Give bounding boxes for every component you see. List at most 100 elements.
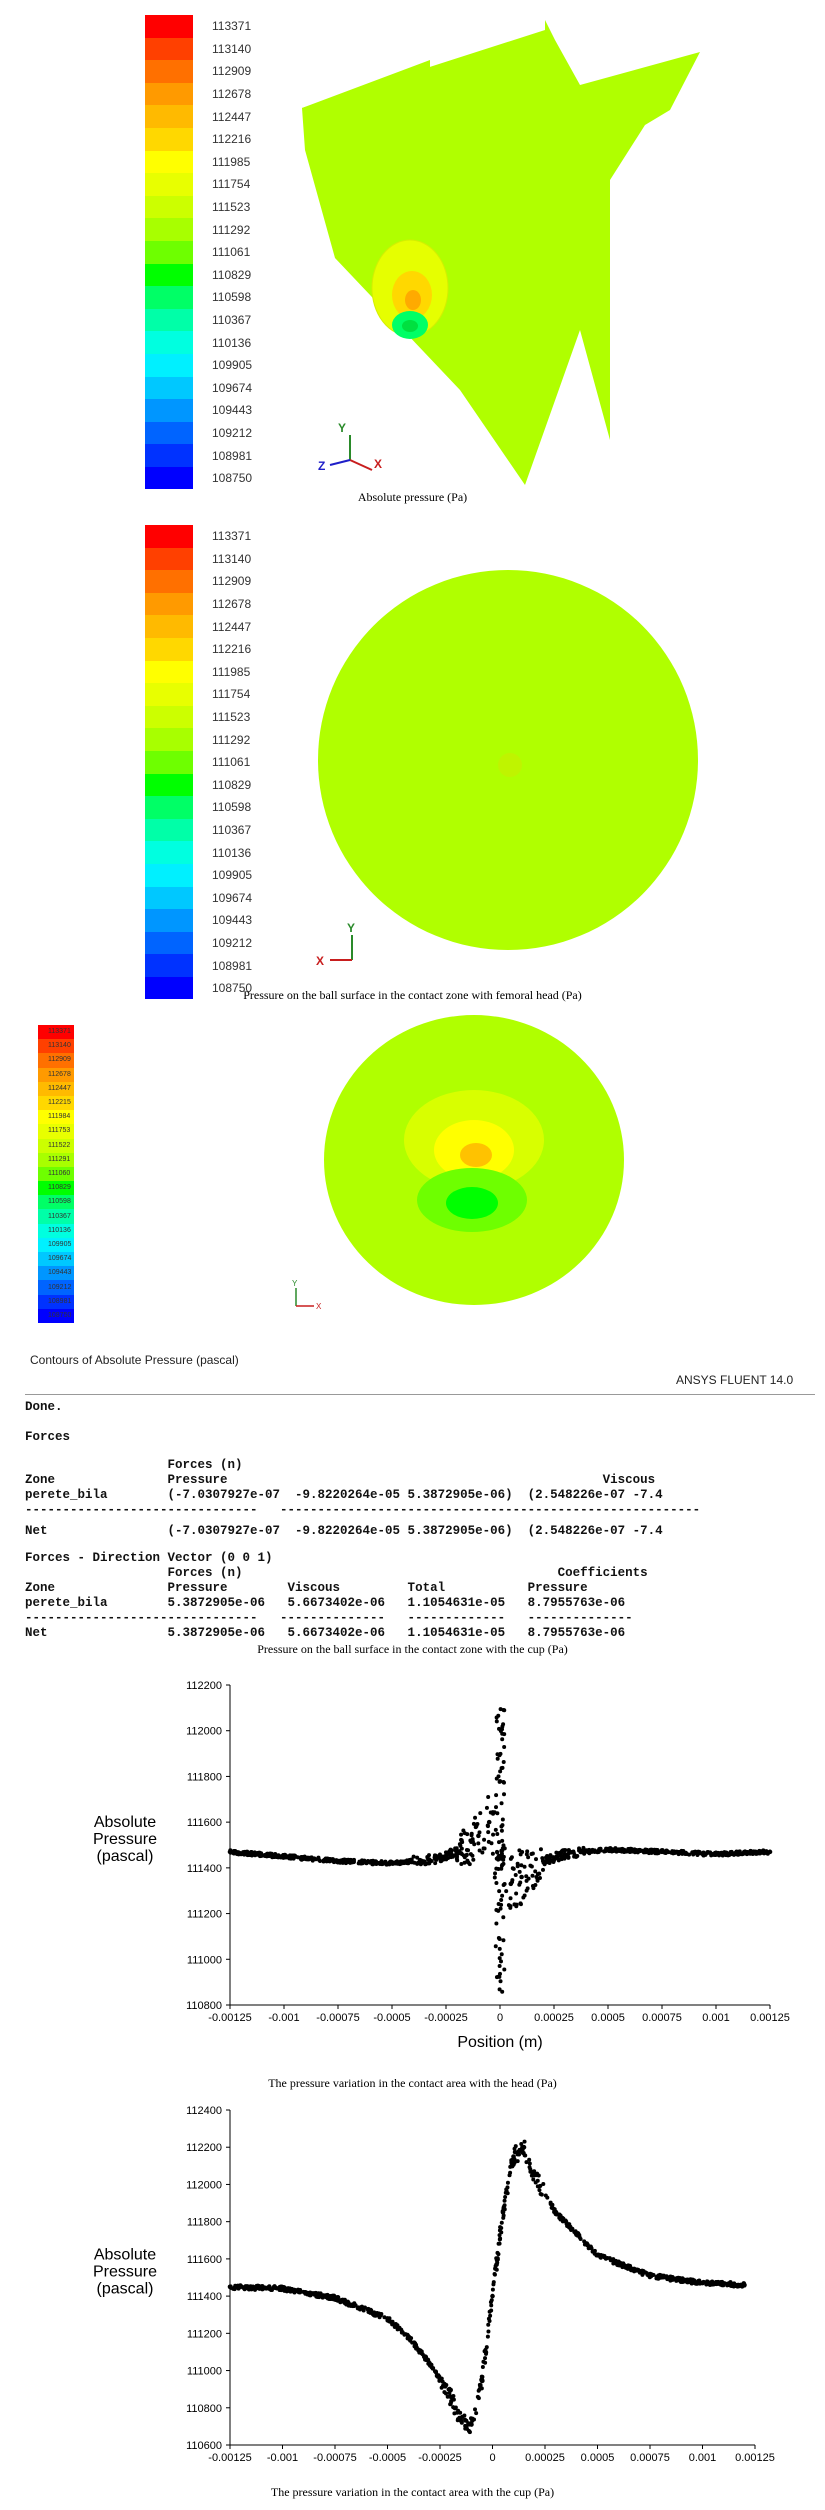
- data-point: [578, 2236, 583, 2241]
- data-point: [455, 1851, 460, 1856]
- data-point: [556, 1851, 561, 1856]
- data-point: [335, 2298, 340, 2303]
- data-point: [502, 2198, 507, 2203]
- data-point: [483, 2360, 488, 2365]
- x-tick-label: -0.00075: [313, 2452, 356, 2464]
- colorbar-swatch: [145, 127, 193, 151]
- data-point: [577, 2233, 582, 2238]
- data-point: [490, 2293, 495, 2299]
- table2-header2: Zone Pressure Viscous Total Pressure: [25, 1581, 588, 1595]
- data-point: [530, 1873, 535, 1878]
- data-point: [331, 2296, 336, 2301]
- table2-header1: Forces (n) Coefficients: [25, 1566, 648, 1580]
- colorbar-label: 112216: [212, 132, 252, 147]
- x-tick-label: -0.00025: [424, 2012, 467, 2024]
- data-point: [281, 1853, 286, 1858]
- chart-cup-pressure: 110600 110800 111000 111200 111400 111600 1118…: [0, 2100, 825, 2505]
- colorbar-label: 111061: [212, 755, 251, 770]
- colorbar-swatch: [145, 466, 193, 490]
- y-tick-label: 111400: [187, 2291, 222, 2303]
- data-point: [246, 1852, 250, 1857]
- data-point: [417, 1857, 422, 1862]
- data-point: [676, 2276, 681, 2281]
- panel-contact-cup: 113371 113140 112909 112678 112447 112215 1119…: [0, 1010, 825, 1660]
- colorbar-label: 112909: [212, 64, 252, 79]
- data-point: [382, 2315, 387, 2320]
- data-point: [446, 1855, 451, 1860]
- data-point: [495, 1850, 500, 1855]
- data-point: [442, 2381, 447, 2386]
- colorbar-swatch: [145, 308, 193, 332]
- data-point: [527, 2161, 532, 2166]
- colorbar-swatch: [145, 592, 193, 616]
- data-point: [499, 1824, 504, 1829]
- table2-title: Forces - Direction Vector (0 0 1): [25, 1551, 273, 1565]
- colorbar-swatch: [145, 105, 193, 128]
- data-point: [453, 1848, 458, 1853]
- colorbar-swatch: [145, 773, 193, 797]
- data-point: [305, 2290, 310, 2295]
- data-point: [499, 1801, 504, 1806]
- data-point: [561, 1848, 566, 1853]
- colorbar-label: 111753: [48, 1127, 71, 1135]
- colorbar-label: 111523: [212, 199, 251, 214]
- console-divider: [25, 1394, 815, 1395]
- data-point: [234, 1852, 239, 1857]
- data-point: [539, 2192, 544, 2197]
- data-point: [447, 2386, 452, 2391]
- data-point: [313, 1857, 318, 1862]
- colorbar-label: 110136: [48, 1226, 71, 1234]
- data-point: [351, 1860, 356, 1865]
- data-point: [529, 2173, 534, 2178]
- data-point: [696, 2279, 701, 2284]
- table2-net: Net 5.3872905e-06 5.6673402e-06 1.105463…: [25, 1626, 626, 1640]
- data-point: [497, 2228, 502, 2233]
- data-point: [696, 1849, 701, 1854]
- data-point: [728, 2280, 733, 2285]
- data-point: [711, 1852, 716, 1857]
- data-point: [492, 1875, 497, 1880]
- data-point: [498, 1751, 503, 1756]
- data-point: [241, 1850, 246, 1855]
- data-point: [551, 1859, 556, 1864]
- colorbar-label: 111523: [212, 709, 251, 724]
- data-point: [486, 1795, 491, 1800]
- y-tick-label: 111200: [187, 2328, 222, 2340]
- data-point: [350, 2304, 355, 2309]
- y-tick-label: 111000: [187, 2366, 222, 2378]
- data-point: [498, 1769, 503, 1774]
- data-point: [482, 1837, 487, 1842]
- data-point: [640, 2272, 645, 2277]
- colorbar-label: 113140: [212, 551, 252, 566]
- data-point: [734, 1850, 739, 1855]
- data-point: [267, 2285, 272, 2290]
- data-point: [461, 1828, 466, 1833]
- data-point: [488, 1810, 493, 1815]
- data-point: [486, 1830, 491, 1835]
- colorbar-swatch: [145, 683, 193, 706]
- table1-net: Net (-7.0307927e-07 -9.8220264e-05 5.387…: [25, 1524, 663, 1538]
- data-point: [447, 1851, 452, 1856]
- data-point: [512, 2150, 517, 2155]
- colorbar-label: 110598: [212, 800, 252, 815]
- data-point: [484, 2345, 489, 2350]
- data-point: [283, 1855, 288, 1860]
- data-point: [470, 1837, 475, 1842]
- data-point: [643, 1849, 648, 1854]
- data-point: [508, 1905, 513, 1910]
- x-tick-label: 0.0005: [581, 2452, 615, 2464]
- data-point: [680, 2279, 685, 2284]
- data-point: [706, 1850, 711, 1855]
- data-point: [422, 1859, 427, 1864]
- y-tick-label: 111400: [187, 1863, 222, 1875]
- back-plane-left: [302, 60, 430, 250]
- data-point: [490, 1851, 495, 1856]
- data-point: [433, 1861, 438, 1866]
- data-point: [316, 2291, 321, 2296]
- colorbar-label: 111061: [212, 245, 251, 260]
- colorbar-label: 110829: [212, 777, 252, 792]
- x-tick-label: 0.001: [689, 2452, 717, 2464]
- data-point: [463, 2423, 468, 2428]
- colorbar-swatch: [38, 1294, 74, 1309]
- data-point: [524, 1878, 529, 1883]
